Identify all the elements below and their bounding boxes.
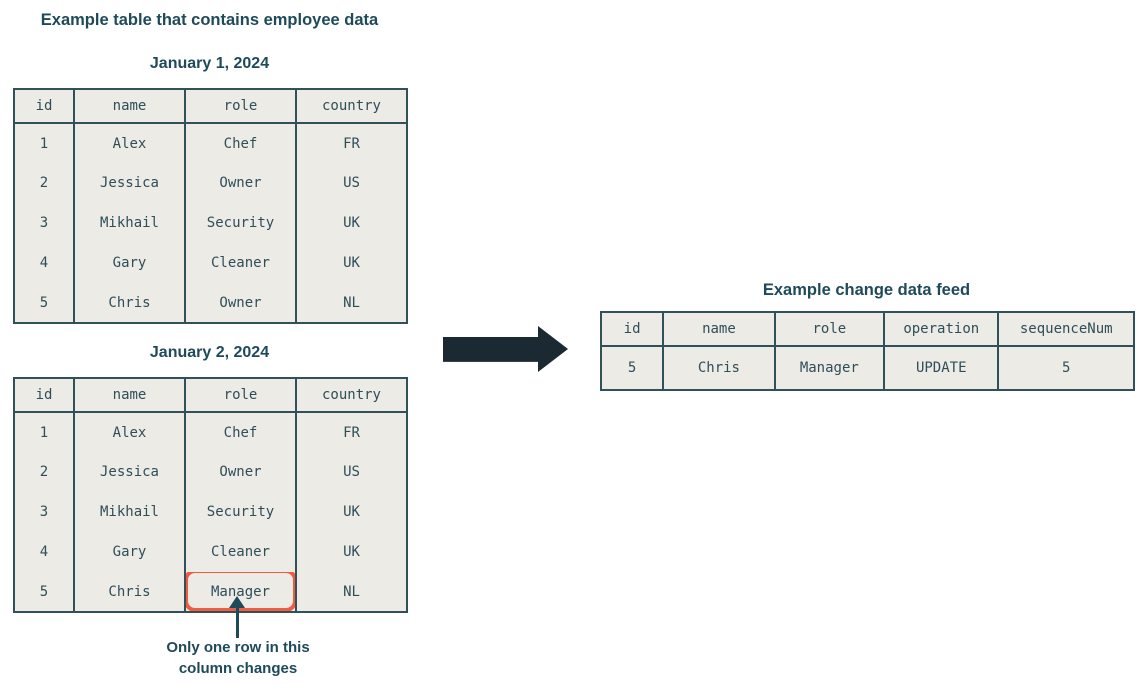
left-section-title: Example table that contains employee dat… [40,11,379,29]
table-cell: Chef [184,412,296,452]
annotation-arrow-line-icon [236,606,239,638]
table-row: 5 Chris Manager UPDATE 5 [601,346,1134,390]
employee-table-jan2: id name role country 1 Alex Chef FR 2 Jessica Owne… [13,377,408,613]
table-cell: Chris [73,572,185,612]
column-header: operation [883,312,999,347]
annotation-text: Only one row in this column changes [128,637,348,679]
table-cell: Gary [73,532,185,572]
column-header: id [601,312,664,347]
header-row: id name role country [14,378,407,413]
table-cell: Alex [73,412,185,452]
table-cell: 2 [39,175,49,191]
column-header: country [295,89,407,124]
table-cell: UPDATE [883,346,999,390]
right-section-title: Example change data feed [762,281,971,299]
table-cell: Cleaner [184,243,296,283]
table-cell: Jessica [73,452,185,492]
column-header: role [184,89,296,124]
table-cell: UK [295,243,407,283]
table-caption-jan1: January 1, 2024 [149,55,270,72]
table-cell: 5 [997,346,1134,390]
table-cell: Gary [73,243,185,283]
table-cell: NL [295,283,407,323]
table-row: 2 Jessica Owner US [14,163,407,203]
column-header: name [73,378,185,413]
table-cell: Owner [184,283,296,323]
table-cell: UK [295,492,407,532]
column-header: name [73,89,185,124]
column-header: id [14,378,74,413]
flow-right-arrow-icon [443,326,568,372]
annotation-arrow-up-icon [229,596,245,608]
change-data-feed-table: id name role operation sequenceNum 5 Chris Mana… [600,311,1135,391]
table-row: 2 Jessica Owner US [14,452,407,492]
column-header: role [773,312,885,347]
table-cell: 5 [39,583,49,600]
table-cell: 4 [39,544,49,560]
table-cell: 1 [39,135,49,152]
table-row: 1 Alex Chef FR [14,412,407,452]
table-cell: Security [184,203,296,243]
table-cell: 4 [39,255,49,271]
table-cell: Manager [773,346,885,390]
table-cell: Security [184,492,296,532]
column-header: role [184,378,296,413]
header-row: id name role operation sequenceNum [601,312,1134,347]
table-cell: FR [295,412,407,452]
table-cell: NL [295,572,407,612]
table-row: 5 Chris Manager NL [14,572,407,612]
annotation-line-2: column changes [178,660,298,677]
table-row: 1 Alex Chef FR [14,123,407,163]
table-cell: Chris [662,346,775,390]
header-row: id name role country [14,89,407,124]
table-cell: 1 [39,424,49,441]
table-row: 5 Chris Owner NL [14,283,407,323]
table-cell: UK [295,532,407,572]
table-cell: Alex [73,123,185,163]
table-row: 3 Mikhail Security UK [14,203,407,243]
table-row: 3 Mikhail Security UK [14,492,407,532]
column-header: name [662,312,775,347]
table-cell: 5 [627,360,637,376]
table-cell: Mikhail [73,203,185,243]
table-cell: Chef [184,123,296,163]
table-cell: 3 [39,504,49,520]
table-cell: Owner [184,452,296,492]
table-cell: Chris [73,283,185,323]
table-row: 4 Gary Cleaner UK [14,243,407,283]
table-cell: FR [295,123,407,163]
column-header: sequenceNum [997,312,1134,347]
table-cell: Owner [184,163,296,203]
annotation-line-1: Only one row in this [166,639,310,656]
table-cell: Cleaner [184,532,296,572]
column-header: id [14,89,74,124]
table-cell: UK [295,203,407,243]
table-cell: Mikhail [73,492,185,532]
table-cell: US [295,452,407,492]
table-cell: US [295,163,407,203]
column-header: country [295,378,407,413]
table-caption-jan2: January 2, 2024 [149,344,270,361]
table-cell: 3 [39,215,49,231]
table-cell: Jessica [73,163,185,203]
table-cell: 5 [39,294,49,311]
employee-table-jan1: id name role country 1 Alex Chef FR 2 Jessica Owne… [13,88,408,324]
table-row: 4 Gary Cleaner UK [14,532,407,572]
table-cell: 2 [39,464,49,480]
